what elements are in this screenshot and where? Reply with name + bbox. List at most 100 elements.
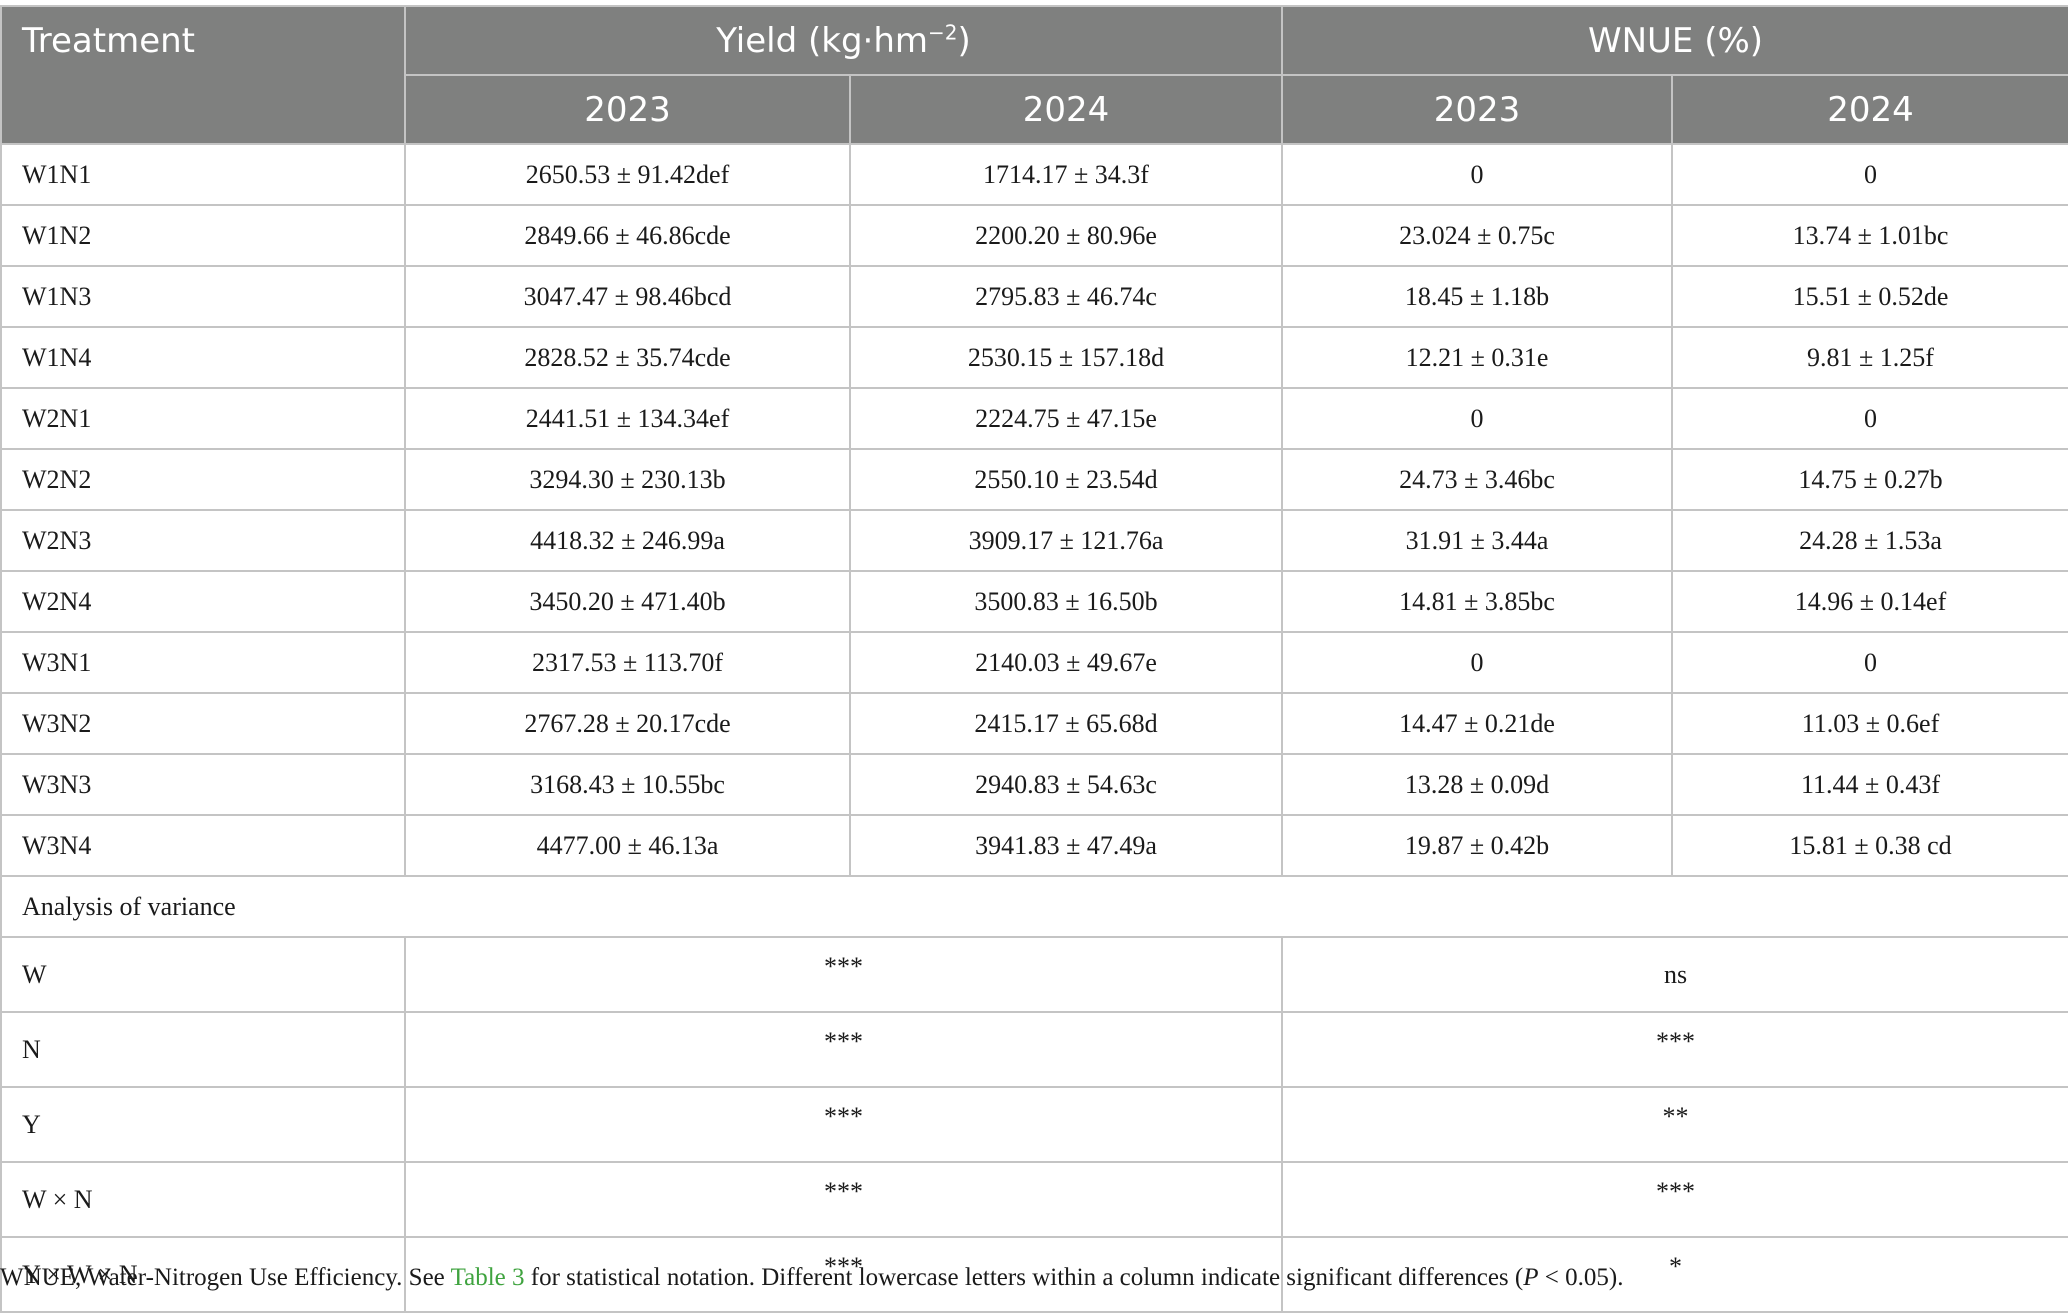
treatment-cell: W3N4 [0,814,406,877]
yield-2023-cell: 3047.47 ± 98.46bcd [404,265,851,328]
yield-2023-cell: 3168.43 ± 10.55bc [404,753,851,816]
table-row: W2N3 4418.32 ± 246.99a 3909.17 ± 121.76a 31… [0,509,2068,572]
wnue-2023-cell: 14.81 ± 3.85bc [1281,570,1673,633]
treatment-cell: W2N4 [0,570,406,633]
footnote-text-start: WNUE, Water-Nitrogen Use Efficiency. See [0,1264,451,1291]
treatment-cell: W1N4 [0,326,406,389]
wnue-2023-cell: 19.87 ± 0.42b [1281,814,1673,877]
wnue-2023-cell: 18.45 ± 1.18b [1281,265,1673,328]
year-header-yield-2024: 2024 [849,74,1283,145]
wnue-2024-cell: 14.75 ± 0.27b [1670,448,2068,511]
anova-row: W *** ns [0,936,2068,1013]
table-row: W3N4 4477.00 ± 46.13a 3941.83 ± 47.49a 19.8… [0,814,2068,877]
footnote-text-middle: for statistical notation. Different lowe… [524,1264,1524,1291]
yield-header-text: Yield (kg·hm [716,20,929,61]
wnue-2024-cell: 15.51 ± 0.52de [1670,265,2068,328]
yield-2024-cell: 2940.83 ± 54.63c [849,753,1283,816]
anova-title-row: Analysis of variance [0,875,2068,938]
yield-2024-cell: 2530.15 ± 157.18d [849,326,1283,389]
wnue-2024-cell: 11.03 ± 0.6ef [1670,692,2068,755]
wnue-2023-cell: 14.47 ± 0.21de [1281,692,1673,755]
anova-title: Analysis of variance [0,875,2068,938]
yield-2024-cell: 3500.83 ± 16.50b [849,570,1283,633]
yield-2023-cell: 2767.28 ± 20.17cde [404,692,851,755]
wnue-2023-cell: 0 [1281,143,1673,206]
yield-header-close: ) [957,20,971,61]
wnue-2024-cell: 13.74 ± 1.01bc [1670,204,2068,267]
year-header-yield-2023: 2023 [404,74,851,145]
yield-2024-cell: 2140.03 ± 49.67e [849,631,1283,694]
anova-wnue-significance: *** [1280,1161,2068,1238]
anova-yield-significance: *** [404,1011,1283,1088]
wnue-2024-cell: 9.81 ± 1.25f [1670,326,2068,389]
anova-wnue-significance: * [1280,1236,2068,1313]
wnue-2023-cell: 0 [1281,631,1673,694]
yield-2023-cell: 4418.32 ± 246.99a [404,509,851,572]
yield-2024-cell: 2795.83 ± 46.74c [849,265,1283,328]
anova-wnue-significance: ns [1280,936,2068,1013]
table-row: W1N3 3047.47 ± 98.46bcd 2795.83 ± 46.74c 18… [0,265,2068,328]
wnue-2023-cell: 12.21 ± 0.31e [1281,326,1673,389]
treatment-cell: W1N2 [0,204,406,267]
footnote-text-end: < 0.05). [1538,1264,1624,1291]
yield-2024-cell: 3941.83 ± 47.49a [849,814,1283,877]
wnue-2023-cell: 0 [1281,387,1673,450]
anova-yield-significance: *** [404,1236,1283,1313]
wnue-2023-cell: 24.73 ± 3.46bc [1281,448,1673,511]
table-3-link[interactable]: Table 3 [450,1264,525,1291]
header-row-1: Treatment Yield (kg·hm−2) WNUE (%) [0,5,2068,145]
yield-2023-cell: 2650.53 ± 91.42def [404,143,851,206]
year-header-wnue-2023: 2023 [1281,74,1673,145]
wnue-2024-cell: 24.28 ± 1.53a [1670,509,2068,572]
wnue-2024-cell: 15.81 ± 0.38 cd [1670,814,2068,877]
yield-2023-cell: 3450.20 ± 471.40b [404,570,851,633]
wnue-2024-cell: 0 [1670,143,2068,206]
yield-2024-cell: 2550.10 ± 23.54d [849,448,1283,511]
yield-2024-cell: 2415.17 ± 65.68d [849,692,1283,755]
year-header-wnue-2024: 2024 [1670,74,2068,145]
table-body: W1N1 2650.53 ± 91.42def 1714.17 ± 34.3f 0 0 W… [0,143,2068,1313]
wnue-2023-cell: 23.024 ± 0.75c [1281,204,1673,267]
yield-header-exponent: −2 [928,20,958,45]
footnote-p-symbol: P [1523,1264,1539,1291]
table-row: W3N2 2767.28 ± 20.17cde 2415.17 ± 65.68d 14… [0,692,2068,755]
yield-2023-cell: 2317.53 ± 113.70f [404,631,851,694]
anova-factor: W [0,936,406,1013]
treatment-cell: W3N1 [0,631,406,694]
anova-row: W × N *** *** [0,1161,2068,1238]
yield-2024-cell: 1714.17 ± 34.3f [849,143,1283,206]
yield-2023-cell: 2441.51 ± 134.34ef [404,387,851,450]
wnue-2024-cell: 0 [1670,631,2068,694]
anova-yield-significance: *** [404,1086,1283,1163]
table-row: W1N2 2849.66 ± 46.86cde 2200.20 ± 80.96e 23… [0,204,2068,267]
treatment-cell: W1N1 [0,143,406,206]
wnue-2023-cell: 13.28 ± 0.09d [1281,753,1673,816]
treatment-cell: W3N2 [0,692,406,755]
anova-row: Y *** ** [0,1086,2068,1163]
anova-factor: Y [0,1086,406,1163]
treatment-cell: W1N3 [0,265,406,328]
yield-2023-cell: 2828.52 ± 35.74cde [404,326,851,389]
table-row: W3N1 2317.53 ± 113.70f 2140.03 ± 49.67e 0 0 [0,631,2068,694]
yield-header: Yield (kg·hm−2) [404,5,1283,76]
anova-wnue-significance: ** [1280,1086,2068,1163]
wnue-header: WNUE (%) [1280,5,2068,76]
table-row: W2N4 3450.20 ± 471.40b 3500.83 ± 16.50b 14.… [0,570,2068,633]
anova-row: Y × W × N *** * [0,1236,2068,1313]
treatment-header: Treatment [0,5,406,145]
yield-2023-cell: 4477.00 ± 46.13a [404,814,851,877]
wnue-2024-cell: 0 [1670,387,2068,450]
anova-wnue-significance: *** [1280,1011,2068,1088]
table-row: W1N1 2650.53 ± 91.42def 1714.17 ± 34.3f 0 0 [0,143,2068,206]
table-footnote: WNUE, Water-Nitrogen Use Efficiency. See… [0,1264,2068,1292]
table-row: W1N4 2828.52 ± 35.74cde 2530.15 ± 157.18d 1… [0,326,2068,389]
treatment-cell: W2N3 [0,509,406,572]
anova-yield-significance: *** [404,1161,1283,1238]
yield-2023-cell: 3294.30 ± 230.13b [404,448,851,511]
wnue-2023-cell: 31.91 ± 3.44a [1281,509,1673,572]
results-table: Treatment Yield (kg·hm−2) WNUE (%) 2023 … [0,5,2068,1313]
treatment-cell: W2N2 [0,448,406,511]
anova-factor: N [0,1011,406,1088]
table-row: W2N2 3294.30 ± 230.13b 2550.10 ± 23.54d 24.… [0,448,2068,511]
yield-2023-cell: 2849.66 ± 46.86cde [404,204,851,267]
